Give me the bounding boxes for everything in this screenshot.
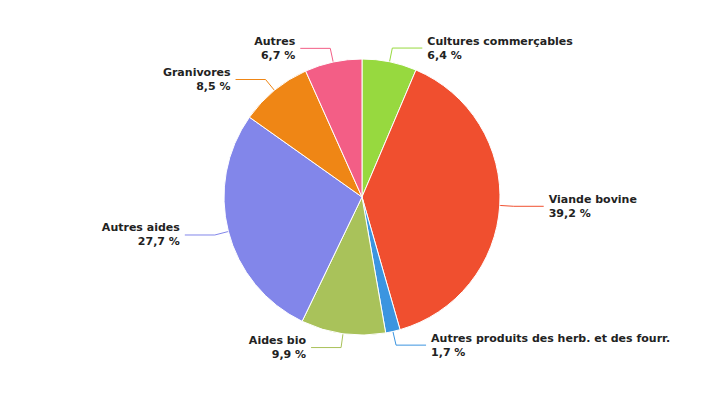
svg-text:6,7 %: 6,7 % (261, 49, 295, 62)
svg-text:Autres produits des herb. et d: Autres produits des herb. et des fourr. (431, 332, 670, 345)
svg-text:Autres: Autres (254, 35, 295, 48)
svg-text:Aides bio: Aides bio (249, 334, 307, 347)
svg-text:9,9 %: 9,9 % (272, 348, 306, 361)
svg-text:27,7 %: 27,7 % (138, 235, 180, 248)
svg-text:Autres aides: Autres aides (102, 221, 180, 234)
svg-text:Cultures commerçables: Cultures commerçables (427, 35, 573, 48)
svg-text:6,4 %: 6,4 % (427, 49, 461, 62)
svg-text:39,2 %: 39,2 % (549, 207, 591, 220)
svg-text:Viande bovine: Viande bovine (549, 193, 637, 206)
svg-text:Granivores: Granivores (163, 66, 231, 79)
svg-text:1,7 %: 1,7 % (431, 346, 465, 359)
svg-text:8,5 %: 8,5 % (196, 80, 230, 93)
